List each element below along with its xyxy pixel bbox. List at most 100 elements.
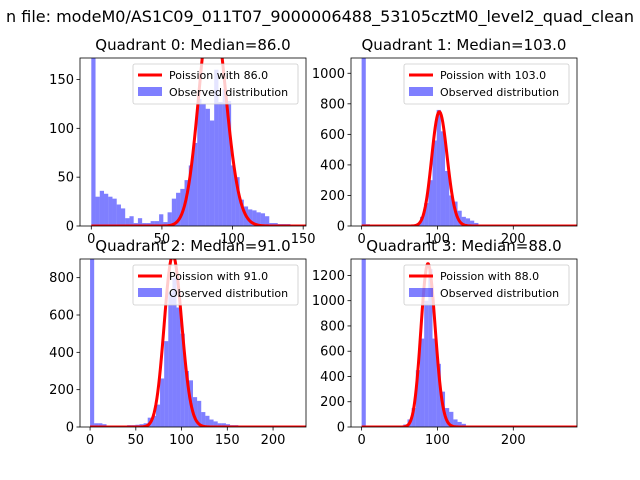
plot-area	[360, 259, 577, 427]
x-tick-label: 150	[215, 433, 240, 448]
subplot-grid: 0 50 100 150 0 50 100 150 Poission with 86.0 Obse…	[49, 36, 578, 448]
histogram-bar	[209, 120, 215, 226]
y-tick-label: 0	[337, 220, 345, 235]
histogram-bar	[151, 415, 156, 427]
legend-hist-label: Observed distribution	[440, 287, 559, 300]
legend-hist-swatch	[138, 288, 162, 297]
y-tick-label: 800	[320, 97, 345, 112]
x-tick-label: 0	[86, 433, 94, 448]
histogram-bar	[474, 222, 479, 226]
histogram-bar	[201, 103, 206, 226]
histogram-bar	[436, 109, 441, 226]
x-tick-label: 100	[425, 433, 450, 448]
axes-frame	[79, 258, 307, 428]
histogram-bar	[168, 292, 173, 427]
histogram-bar	[120, 208, 126, 226]
histogram-bar	[457, 210, 462, 226]
histogram-bar	[265, 216, 270, 226]
histogram-bar	[436, 363, 441, 427]
y-tick-label: 0	[66, 220, 74, 235]
subplot-title: Quadrant 1: Median=103.0	[362, 36, 567, 54]
histogram-bar	[137, 218, 143, 226]
histogram-bar	[235, 177, 240, 226]
histogram-bar	[226, 100, 232, 226]
legend-curve-label: Poission with 91.0	[169, 270, 268, 283]
y-tick-label: 600	[320, 345, 345, 360]
figure-suptitle: n file: modeM0/AS1C09_011T07_9000006488_…	[6, 7, 634, 27]
y-tick-label: 200	[49, 383, 74, 398]
histogram-bar	[180, 188, 185, 226]
histogram-bar	[218, 101, 223, 226]
y-tick-label: 50	[57, 171, 74, 186]
histogram-bar	[252, 210, 257, 226]
histogram-bar	[449, 195, 454, 226]
histogram-bar	[453, 419, 458, 427]
y-tick-label: 200	[320, 395, 345, 410]
axes-frame	[79, 57, 307, 227]
histogram-bar	[457, 421, 462, 427]
histogram-bar	[221, 423, 226, 427]
x-tick-label: 0	[357, 433, 365, 448]
histogram-bar	[188, 165, 193, 226]
histogram-bar	[197, 400, 202, 427]
x-tick-label: 100	[220, 232, 245, 247]
histogram-bar	[167, 212, 172, 226]
histogram-bar	[155, 404, 161, 427]
histogram-bar	[239, 199, 244, 226]
histogram-bar	[95, 196, 100, 226]
legend-box	[132, 264, 299, 306]
histogram-bar	[424, 203, 429, 226]
histogram-bar	[201, 412, 206, 427]
subplot-quadrant-0: 0 50 100 150 0 50 100 150 Poission with 86.0 Obse…	[49, 36, 315, 247]
histogram-bar	[98, 423, 103, 427]
histogram-bar	[432, 338, 437, 427]
histogram-bar	[256, 212, 261, 226]
subplot-quadrant-3: 0 100 200 0 200 400 600 800 1000 1200 Poission wit…	[312, 237, 578, 448]
x-tick-label: 50	[128, 433, 145, 448]
histogram-bar	[213, 421, 218, 427]
histogram-bar	[465, 218, 471, 226]
y-tick-label: 0	[66, 421, 74, 436]
histogram-bar	[129, 216, 134, 226]
x-tick-label: 50	[154, 232, 171, 247]
histogram-bar	[411, 408, 416, 427]
y-tick-label: 400	[320, 370, 345, 385]
histogram-bar	[415, 370, 421, 427]
histogram-bar	[205, 415, 210, 427]
subplot-title: Quadrant 3: Median=88.0	[366, 237, 561, 255]
histogram-bar	[160, 378, 165, 427]
y-tick-label: 100	[49, 122, 74, 137]
legend-curve-label: Poission with 103.0	[440, 69, 546, 82]
legend-hist-label: Observed distribution	[440, 86, 559, 99]
histogram-bar	[91, 58, 96, 226]
legend-curve-label: Poission with 88.0	[440, 270, 539, 283]
x-tick-label: 200	[261, 433, 286, 448]
poisson-curve	[360, 110, 577, 226]
x-tick-label: 200	[501, 433, 526, 448]
histogram-bar	[180, 333, 185, 427]
histogram-bar	[164, 341, 169, 427]
histogram-bar	[424, 300, 429, 427]
histogram-bar	[222, 89, 227, 226]
y-tick-label: 200	[320, 189, 345, 204]
histogram-bar	[260, 213, 266, 226]
histogram-bar	[163, 222, 168, 226]
x-tick-label: 0	[357, 232, 365, 247]
histogram-bar	[159, 214, 164, 226]
histogram-bar	[150, 221, 155, 226]
histogram-bar	[184, 371, 189, 427]
histogram-bar	[432, 140, 437, 226]
histogram-bar	[231, 165, 236, 226]
y-tick-label: 800	[49, 271, 74, 286]
histogram-bar	[99, 190, 105, 226]
y-tick-label: 600	[49, 309, 74, 324]
legend-curve-label: Poission with 86.0	[169, 69, 268, 82]
subplot-quadrant-1: 0 100 200 0 200 400 600 800 1000 Poission with 10…	[312, 36, 578, 247]
legend-hist-swatch	[409, 288, 433, 297]
y-tick-label: 1200	[312, 269, 345, 284]
y-tick-label: 150	[49, 73, 74, 88]
x-tick-label: 200	[501, 232, 526, 247]
histogram-bar	[214, 69, 219, 226]
axes-frame	[350, 258, 578, 428]
